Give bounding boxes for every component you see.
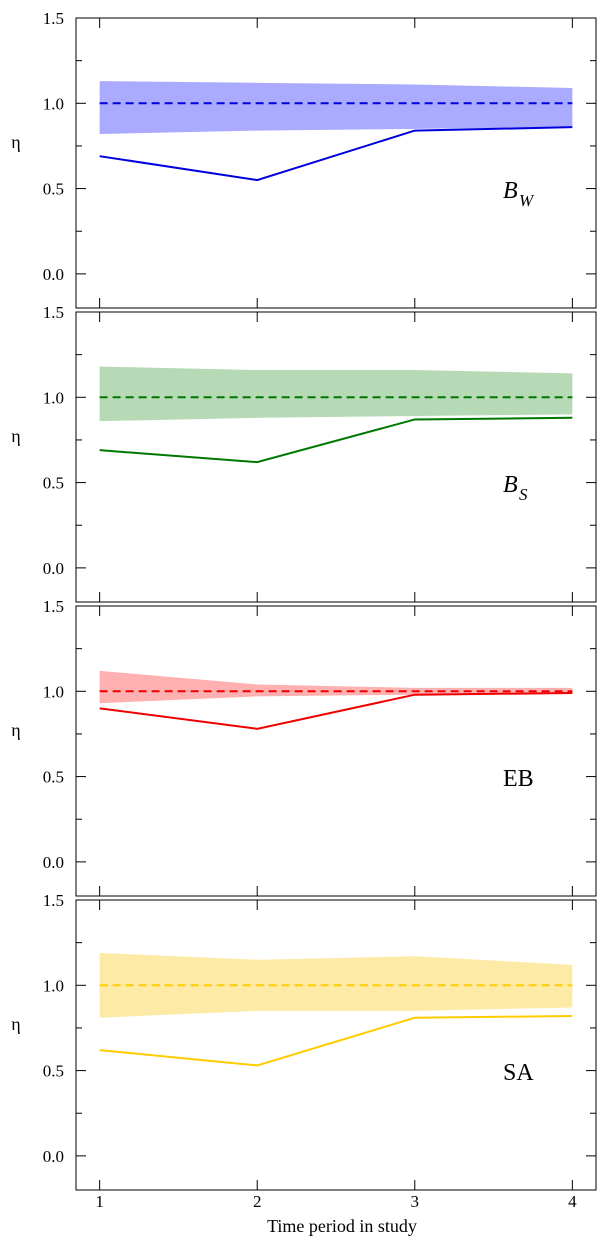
y-tick-label: 1.0 — [43, 976, 64, 995]
y-tick-label: 0.0 — [43, 559, 64, 578]
panel-label: B — [503, 472, 518, 498]
y-tick-label: 1.5 — [43, 891, 64, 910]
panel-3: 0.0 0.5 1.0 1.5 η EB — [11, 597, 597, 897]
y-tick-label: 1.5 — [43, 597, 64, 616]
panel-label-subscript: S — [519, 485, 528, 504]
y-tick-label: 0.5 — [43, 1062, 64, 1081]
x-tick-label: 2 — [253, 1192, 262, 1211]
confidence-band — [99, 366, 573, 422]
y-axis-title: η — [11, 132, 20, 152]
x-tick-label: 1 — [95, 1192, 104, 1211]
panel-label: B — [503, 178, 518, 204]
panel-label: EB — [503, 766, 534, 792]
y-axis-title: η — [11, 720, 20, 740]
panel-label: SA — [503, 1060, 534, 1086]
x-tick-label: 3 — [411, 1192, 420, 1211]
y-tick-label: 0.5 — [43, 180, 64, 199]
confidence-band — [99, 670, 573, 704]
y-tick-label: 1.0 — [43, 94, 64, 113]
plot-frame — [75, 17, 597, 309]
panel-1: 0.0 0.5 1.0 1.5 η B W — [11, 9, 597, 309]
series-line — [99, 416, 573, 464]
plot-frame — [75, 605, 597, 897]
y-tick-label: 1.0 — [43, 682, 64, 701]
y-axis-title: η — [11, 1014, 20, 1034]
y-tick-label: 0.0 — [43, 265, 64, 284]
y-tick-label: 1.0 — [43, 388, 64, 407]
y-tick-label: 0.5 — [43, 474, 64, 493]
y-tick-label: 0.0 — [43, 853, 64, 872]
panel-2: 0.0 0.5 1.0 1.5 η B S — [11, 303, 597, 603]
series-line — [99, 692, 573, 730]
panel-label-subscript: W — [519, 191, 535, 210]
series-line — [99, 1015, 573, 1067]
y-axis-title: η — [11, 426, 20, 446]
plot-frame — [75, 311, 597, 603]
y-tick-label: 1.5 — [43, 303, 64, 322]
y-tick-label: 0.5 — [43, 768, 64, 787]
x-axis-title: Time period in study — [267, 1216, 417, 1236]
panel-4: 0.0 0.5 1.0 1.5 η SA — [11, 891, 597, 1191]
confidence-band — [99, 81, 573, 134]
y-tick-label: 1.5 — [43, 9, 64, 28]
plot-frame — [75, 899, 597, 1191]
x-tick-label: 4 — [568, 1192, 577, 1211]
series-line — [99, 126, 573, 182]
y-tick-label: 0.0 — [43, 1147, 64, 1166]
